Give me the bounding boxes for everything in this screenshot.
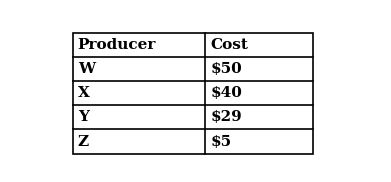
Text: $40: $40 bbox=[211, 86, 243, 100]
Text: $50: $50 bbox=[211, 62, 242, 76]
Text: W: W bbox=[78, 62, 95, 76]
Text: Cost: Cost bbox=[211, 38, 249, 52]
Text: $5: $5 bbox=[211, 134, 232, 149]
Text: Producer: Producer bbox=[78, 38, 156, 52]
Text: $29: $29 bbox=[211, 110, 242, 124]
Text: Y: Y bbox=[78, 110, 89, 124]
Text: Z: Z bbox=[78, 134, 89, 149]
Text: X: X bbox=[78, 86, 90, 100]
Bar bbox=[73, 33, 312, 154]
